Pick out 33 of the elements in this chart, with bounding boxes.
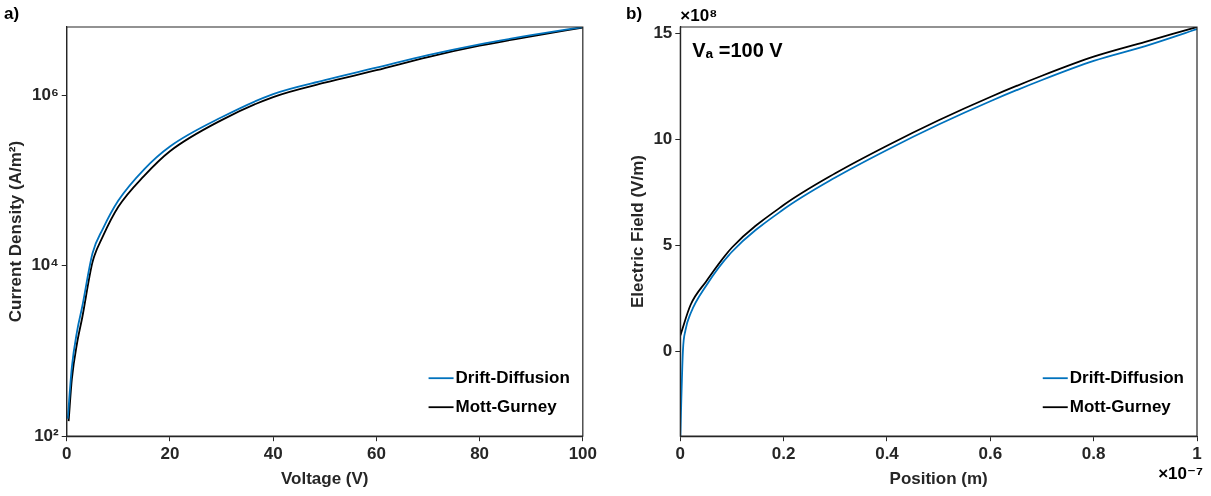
- y-axis-title: Electric Field (V/m): [627, 155, 647, 309]
- x-tick-label: 0.8: [1081, 444, 1106, 464]
- x-tick-label: 0.2: [771, 444, 796, 464]
- legend-label: Mott-Gurney: [455, 396, 558, 416]
- y-tick-label: 0: [662, 341, 673, 361]
- y-tick-label: 10⁴: [31, 255, 59, 275]
- x-tick-label: 0: [675, 444, 686, 464]
- y-tick-label: 10²: [34, 425, 60, 445]
- line-series: [680, 27, 1197, 337]
- x-tick-label: 20: [160, 444, 180, 464]
- y-axis-title: Current Density (A/m²): [5, 140, 25, 323]
- y-tick-label: 10⁶: [31, 84, 59, 104]
- x-tick-label: 0: [61, 444, 72, 464]
- x-axis-title: Voltage (V): [281, 469, 369, 489]
- legend-label: Drift-Diffusion: [1069, 367, 1185, 387]
- text: ×10⁻⁷: [1158, 464, 1203, 484]
- x-axis-title: Position (m): [889, 469, 988, 489]
- x-tick-label: 0.6: [978, 444, 1003, 464]
- annotation: Vₐ =100 V: [692, 38, 784, 61]
- legend-label: Drift-Diffusion: [455, 367, 570, 387]
- legend-label: Mott-Gurney: [1069, 396, 1172, 416]
- y-tick-label: 10: [653, 129, 673, 149]
- y-tick-label: 15: [653, 23, 673, 43]
- x-tick-label: 1: [1192, 444, 1202, 464]
- x-tick-label: 60: [366, 444, 386, 464]
- x-tick-label: 100: [568, 444, 598, 464]
- y-tick-label: 5: [662, 235, 673, 255]
- chart-title: a): [4, 4, 20, 24]
- x-tick-label: 80: [470, 444, 490, 464]
- x-tick-label: 40: [263, 444, 283, 464]
- text: ×10⁸: [680, 6, 718, 26]
- chart-title: b): [626, 4, 643, 24]
- x-tick-label: 0.4: [875, 444, 900, 464]
